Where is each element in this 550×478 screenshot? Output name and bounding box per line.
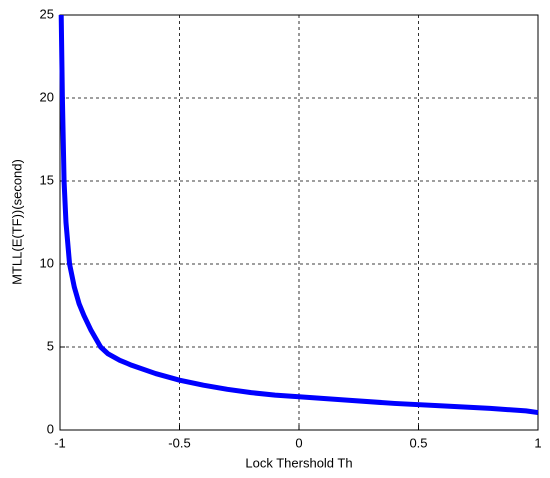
x-tick-label: 1 xyxy=(534,435,541,450)
x-tick-label: 0.5 xyxy=(409,435,427,450)
x-tick-label: -0.5 xyxy=(168,435,190,450)
y-tick-label: 20 xyxy=(40,89,54,104)
x-tick-label: -1 xyxy=(54,435,66,450)
y-tick-label: 10 xyxy=(40,255,54,270)
x-axis-label: Lock Thershold Th xyxy=(245,455,352,470)
x-tick-label: 0 xyxy=(295,435,302,450)
y-tick-label: 15 xyxy=(40,172,54,187)
plot-frame xyxy=(59,14,539,431)
plot-area xyxy=(60,15,538,430)
y-tick-label: 0 xyxy=(47,421,54,436)
y-axis-label: MTLL(E(TF))(second) xyxy=(9,159,24,285)
data-line xyxy=(58,14,539,416)
y-tick-label: 25 xyxy=(40,6,54,21)
y-tick-label: 5 xyxy=(47,338,54,353)
